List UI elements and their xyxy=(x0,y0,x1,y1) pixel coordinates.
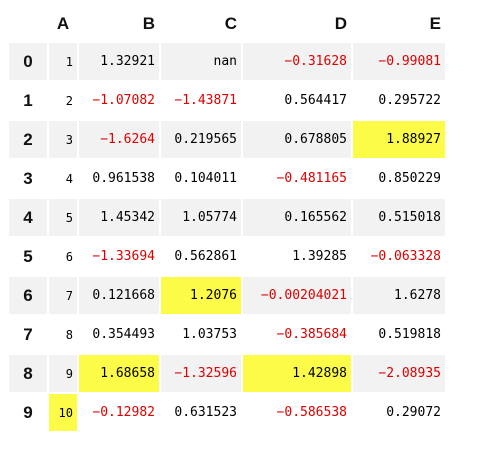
cell-c: −1.43871 xyxy=(174,93,237,108)
cell-b: −1.07082 xyxy=(92,93,155,108)
cell-c: 0.219565 xyxy=(161,121,241,158)
cell-d: −0.586538 xyxy=(276,405,347,420)
cell-c: nan xyxy=(161,43,241,80)
column-header-b: B xyxy=(79,7,159,41)
index-corner xyxy=(9,7,47,41)
cell-b: 1.68658 xyxy=(79,355,159,392)
cell-b: 0.354493 xyxy=(92,327,155,342)
cell-c: 1.2076 xyxy=(161,277,241,314)
row-index: 1 xyxy=(23,90,33,110)
cell-b: 0.961538 xyxy=(92,171,155,186)
table-row: 6 7 0.121668 1.2076 −0.00204021 1.6278 xyxy=(9,277,445,314)
cell-d: 0.678805 xyxy=(243,121,351,158)
cell-e: −0.99081 xyxy=(353,43,445,80)
cell-e: −2.08935 xyxy=(353,355,445,392)
cell-c: 1.03753 xyxy=(182,327,237,342)
header-row: A B C D E xyxy=(9,7,445,41)
cell-b: −0.12982 xyxy=(92,405,155,420)
row-index: 5 xyxy=(23,246,33,266)
row-index: 0 xyxy=(9,43,47,80)
cell-d: 0.165562 xyxy=(243,199,351,236)
cell-c: −1.32596 xyxy=(161,355,241,392)
cell-e: 1.6278 xyxy=(353,277,445,314)
cell-e: 0.850229 xyxy=(378,171,441,186)
row-index: 9 xyxy=(23,402,33,422)
row-index: 7 xyxy=(23,324,33,344)
dataframe-table: A B C D E 0 1 1.32921 nan −0.31628 −0.99081 1 2… xyxy=(7,5,447,433)
cell-b: 1.45342 xyxy=(79,199,159,236)
table-row: 7 8 0.354493 1.03753 −0.385684 0.519818 xyxy=(9,316,445,353)
column-header-a: A xyxy=(49,7,77,41)
cell-e: 0.295722 xyxy=(378,93,441,108)
row-index: 3 xyxy=(23,168,33,188)
row-index: 4 xyxy=(9,199,47,236)
cell-a: 9 xyxy=(49,355,77,392)
cell-a: 7 xyxy=(49,277,77,314)
cell-c: 0.562861 xyxy=(174,249,237,264)
cell-a: 3 xyxy=(49,121,77,158)
cell-d: 1.39285 xyxy=(292,249,347,264)
cell-c: 1.05774 xyxy=(161,199,241,236)
cell-e: 0.29072 xyxy=(386,405,441,420)
cell-e: 0.515018 xyxy=(353,199,445,236)
cell-b: 0.121668 xyxy=(79,277,159,314)
cell-d: −0.385684 xyxy=(276,327,347,342)
table-row: 8 9 1.68658 −1.32596 1.42898 −2.08935 xyxy=(9,355,445,392)
table-row: 9 10 −0.12982 0.631523 −0.586538 0.29072 xyxy=(9,394,445,431)
row-index: 6 xyxy=(9,277,47,314)
cell-d: −0.31628 xyxy=(243,43,351,80)
cell-d: −0.00204021 xyxy=(243,277,351,314)
cell-c: 0.104011 xyxy=(174,171,237,186)
table-row: 1 2 −1.07082 −1.43871 0.564417 0.295722 xyxy=(9,82,445,119)
cell-b: 1.32921 xyxy=(79,43,159,80)
table-row: 4 5 1.45342 1.05774 0.165562 0.515018 xyxy=(9,199,445,236)
table-row: 2 3 −1.6264 0.219565 0.678805 1.88927 xyxy=(9,121,445,158)
row-index: 2 xyxy=(9,121,47,158)
cell-e: 0.519818 xyxy=(378,327,441,342)
cell-a: 5 xyxy=(49,199,77,236)
row-index: 8 xyxy=(9,355,47,392)
cell-b: −1.33694 xyxy=(92,249,155,264)
cell-e: −0.063328 xyxy=(370,249,441,264)
cell-d: 0.564417 xyxy=(284,93,347,108)
cell-a: 6 xyxy=(65,249,73,264)
cell-b: −1.6264 xyxy=(79,121,159,158)
cell-a: 4 xyxy=(65,171,73,186)
cell-a: 2 xyxy=(65,93,73,108)
column-header-e: E xyxy=(353,7,445,41)
column-header-c: C xyxy=(161,7,241,41)
column-header-d: D xyxy=(243,7,351,41)
cell-e: 1.88927 xyxy=(353,121,445,158)
cell-c: 0.631523 xyxy=(174,405,237,420)
table-row: 3 4 0.961538 0.104011 −0.481165 0.850229 xyxy=(9,160,445,197)
table-row: 5 6 −1.33694 0.562861 1.39285 −0.063328 xyxy=(9,238,445,275)
cell-d: −0.481165 xyxy=(276,171,347,186)
table-row: 0 1 1.32921 nan −0.31628 −0.99081 xyxy=(9,43,445,80)
cell-a: 8 xyxy=(65,327,73,342)
cell-a: 10 xyxy=(49,394,77,431)
cell-d: 1.42898 xyxy=(243,355,351,392)
cell-a: 1 xyxy=(49,43,77,80)
